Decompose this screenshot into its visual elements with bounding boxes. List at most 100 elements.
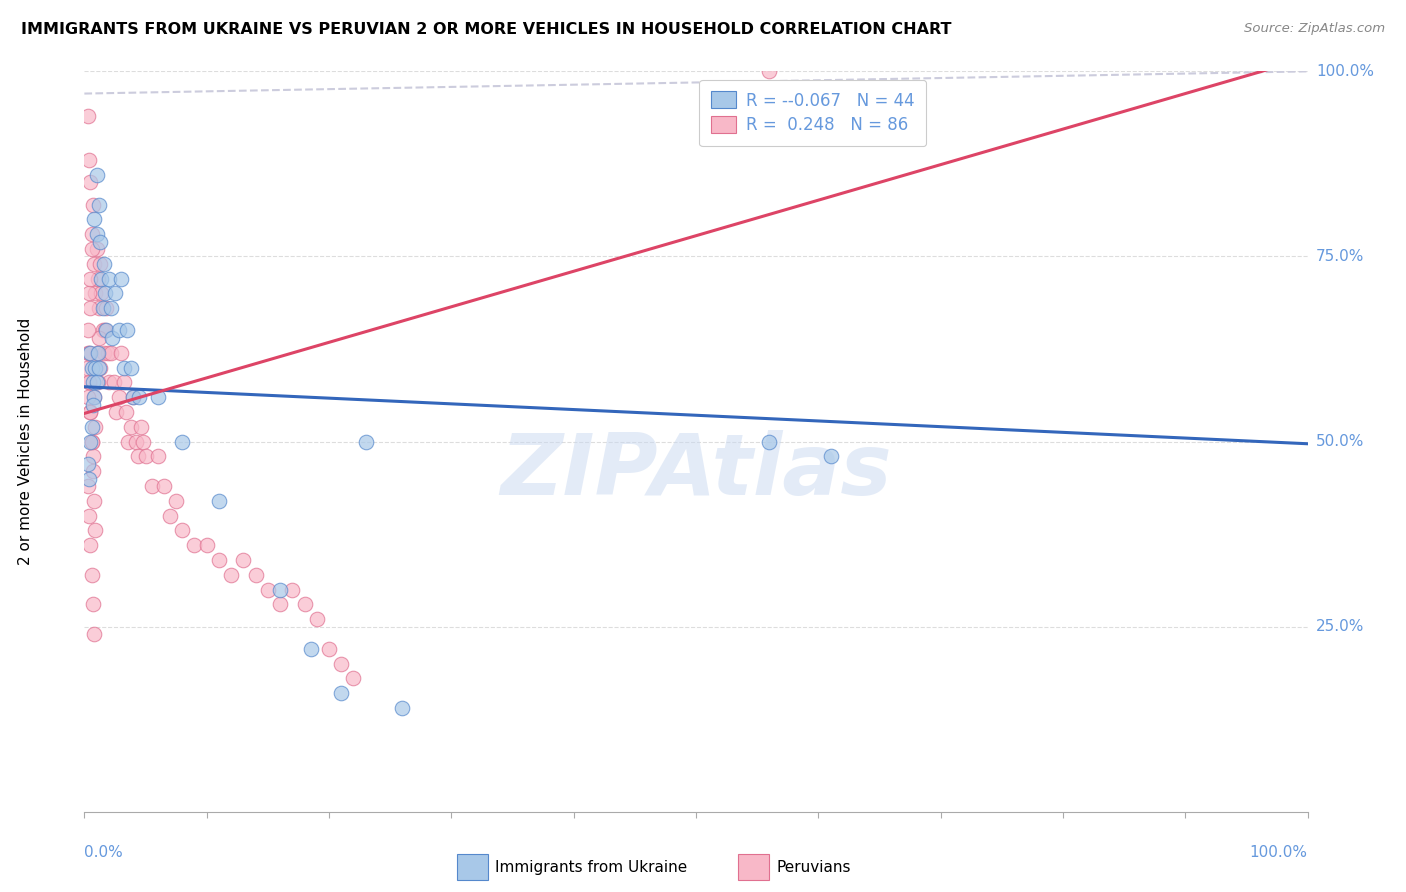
Point [112, 360, 135, 375]
Point [269, 598, 291, 612]
Point [342, 672, 364, 686]
Point [391, 701, 413, 715]
Point [86, 345, 108, 359]
Point [105, 405, 128, 419]
Point [172, 524, 194, 538]
Point [330, 657, 353, 671]
Text: Peruvians: Peruvians [776, 860, 851, 874]
Text: ZIPAtlas: ZIPAtlas [501, 430, 891, 513]
Point [83, 212, 105, 227]
Point [82, 376, 104, 390]
Text: 25.0%: 25.0% [1316, 619, 1364, 634]
Point [257, 582, 280, 597]
Point [87, 271, 110, 285]
Point [94, 286, 117, 301]
Point [76, 360, 98, 375]
Point [87, 376, 110, 390]
Point [165, 493, 187, 508]
Point [141, 479, 163, 493]
Point [153, 479, 176, 493]
Point [104, 286, 127, 301]
Legend: R = --0.067   N = 44, R =  0.248   N = 86: R = --0.067 N = 44, R = 0.248 N = 86 [699, 79, 927, 146]
Point [245, 567, 267, 582]
Point [125, 434, 148, 449]
Text: 100.0%: 100.0% [1316, 64, 1374, 78]
Point [128, 390, 150, 404]
Point [79, 538, 101, 552]
Point [80, 242, 103, 256]
Point [100, 301, 122, 316]
Point [79, 434, 101, 449]
Point [83, 390, 105, 404]
Point [96, 324, 118, 338]
Text: 100.0%: 100.0% [1250, 845, 1308, 860]
Point [129, 419, 152, 434]
Point [97, 376, 120, 390]
Point [93, 345, 115, 359]
Point [79, 271, 101, 285]
Point [115, 324, 138, 338]
Point [87, 331, 110, 345]
Point [82, 464, 104, 478]
Point [91, 324, 114, 338]
Point [77, 376, 100, 390]
Text: 0.0%: 0.0% [84, 845, 124, 860]
Point [112, 376, 135, 390]
Point [80, 434, 103, 449]
Point [83, 493, 105, 508]
Point [77, 109, 100, 123]
Point [115, 405, 138, 419]
Point [80, 434, 103, 449]
Point [80, 419, 103, 434]
Point [96, 301, 118, 316]
Point [86, 376, 108, 390]
Point [183, 538, 205, 552]
Point [219, 567, 242, 582]
Point [93, 257, 115, 271]
Point [84, 360, 107, 375]
Point [84, 524, 107, 538]
Point [208, 493, 231, 508]
Point [110, 271, 132, 285]
Point [86, 227, 108, 242]
Point [110, 345, 132, 359]
Point [90, 286, 112, 301]
Point [107, 324, 129, 338]
Point [100, 345, 122, 359]
Point [330, 686, 353, 700]
Point [269, 582, 291, 597]
Point [77, 324, 100, 338]
Point [83, 257, 105, 271]
Point [90, 271, 112, 285]
Point [159, 508, 181, 523]
Point [83, 390, 105, 404]
Point [77, 376, 100, 390]
Point [87, 301, 110, 316]
Point [97, 271, 120, 285]
Text: 2 or more Vehicles in Household: 2 or more Vehicles in Household [18, 318, 34, 566]
Point [758, 64, 780, 78]
Point [305, 612, 328, 626]
Point [77, 457, 100, 471]
Text: Source: ZipAtlas.com: Source: ZipAtlas.com [1244, 22, 1385, 36]
Point [208, 553, 231, 567]
Point [79, 405, 101, 419]
Point [80, 360, 103, 375]
Text: 50.0%: 50.0% [1316, 434, 1364, 449]
Text: IMMIGRANTS FROM UKRAINE VS PERUVIAN 2 OR MORE VEHICLES IN HOUSEHOLD CORRELATION : IMMIGRANTS FROM UKRAINE VS PERUVIAN 2 OR… [21, 22, 952, 37]
Point [318, 641, 340, 656]
Point [132, 434, 155, 449]
Point [120, 419, 142, 434]
Point [82, 598, 104, 612]
Point [77, 471, 100, 485]
Point [94, 324, 117, 338]
Point [146, 390, 169, 404]
Point [117, 434, 139, 449]
Point [135, 450, 157, 464]
Point [91, 301, 114, 316]
Point [84, 419, 107, 434]
Point [86, 168, 108, 182]
Point [758, 434, 780, 449]
Point [354, 434, 377, 449]
Point [79, 301, 101, 316]
